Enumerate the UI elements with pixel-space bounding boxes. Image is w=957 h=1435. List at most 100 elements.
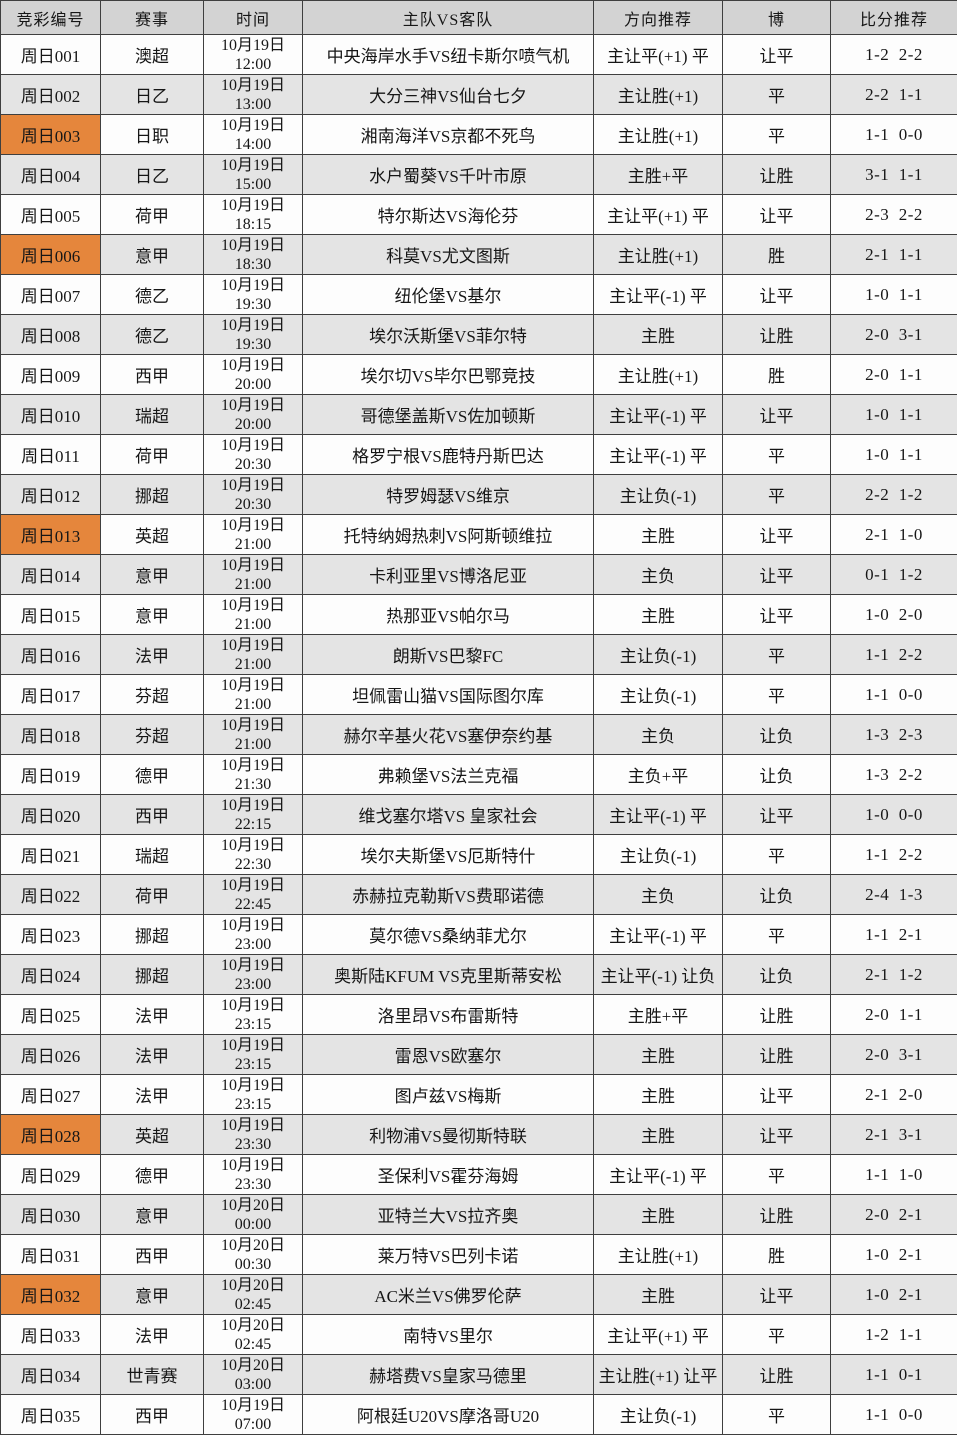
match-id-cell: 周日019 (0, 754, 101, 795)
match-date: 10月19日 (220, 636, 285, 654)
direction-recommendation-cell: 主让负(-1) (593, 1394, 723, 1435)
match-date: 10月19日 (220, 596, 285, 614)
match-date: 10月20日 (220, 1316, 285, 1334)
time-cell: 10月19日 23:00 (203, 954, 303, 995)
match-time: 21:30 (234, 775, 272, 793)
score-recommendation-cell: 1-1 1-0 (830, 1154, 957, 1195)
match-time: 21:00 (234, 575, 272, 593)
match-id-cell: 周日011 (0, 434, 101, 475)
bet-cell: 让负 (722, 754, 831, 795)
time-cell: 10月19日 20:00 (203, 394, 303, 435)
bet-cell: 让平 (722, 794, 831, 835)
teams-cell: 埃尔沃斯堡VS菲尔特 (302, 314, 594, 355)
match-date: 10月19日 (220, 556, 285, 574)
teams-cell: 热那亚VS帕尔马 (302, 594, 594, 635)
teams-cell: 利物浦VS曼彻斯特联 (302, 1114, 594, 1155)
match-time: 21:00 (234, 735, 272, 753)
bet-cell: 让平 (722, 1114, 831, 1155)
time-cell: 10月19日 23:15 (203, 994, 303, 1035)
table-row: 周日029 德甲 10月19日 23:30 圣保利VS霍芬海姆 主让平(-1) 平平 1-1… (0, 1154, 957, 1195)
time-cell: 10月19日 20:30 (203, 434, 303, 475)
teams-cell: 圣保利VS霍芬海姆 (302, 1154, 594, 1195)
match-id-cell: 周日035 (0, 1394, 101, 1435)
table-row: 周日002 日乙 10月19日 13:00 大分三神VS仙台七夕 主让胜(+1) 平 2-2 … (0, 74, 957, 115)
teams-cell: 大分三神VS仙台七夕 (302, 74, 594, 115)
match-id-cell: 周日033 (0, 1314, 101, 1355)
score-recommendation-cell: 1-0 2-0 (830, 594, 957, 635)
score-recommendation-cell: 1-1 2-1 (830, 914, 957, 955)
match-id-cell: 周日008 (0, 314, 101, 355)
match-date: 10月19日 (220, 756, 285, 774)
direction-recommendation-cell: 主让平(-1) 让负 (593, 954, 723, 995)
match-time: 18:15 (234, 215, 272, 233)
match-id-cell: 周日007 (0, 274, 101, 315)
league-cell: 意甲 (100, 554, 204, 595)
table-row: 周日010 瑞超 10月19日 20:00 哥德堡盖斯VS佐加顿斯 主让平(-1) 平让平… (0, 394, 957, 435)
match-date: 10月19日 (220, 1156, 285, 1174)
time-cell: 10月19日 18:30 (203, 234, 303, 275)
teams-cell: 托特纳姆热刺VS阿斯顿维拉 (302, 514, 594, 555)
direction-recommendation-cell: 主胜 (593, 594, 723, 635)
match-id-cell: 周日031 (0, 1234, 101, 1275)
direction-recommendation-cell: 主让负(-1) (593, 634, 723, 675)
column-header-league: 赛事 (100, 0, 204, 35)
direction-recommendation-cell: 主让胜(+1) 让平 (593, 1354, 723, 1395)
match-id-cell: 周日003 (0, 114, 101, 155)
match-id-cell: 周日016 (0, 634, 101, 675)
match-time: 13:00 (234, 95, 272, 113)
table-row: 周日018 芬超 10月19日 21:00 赫尔辛基火花VS塞伊奈约基 主负 让负 1-3 2… (0, 714, 957, 755)
match-id-cell: 周日017 (0, 674, 101, 715)
score-recommendation-cell: 2-1 3-1 (830, 1114, 957, 1155)
match-id-cell: 周日012 (0, 474, 101, 515)
bet-cell: 胜 (722, 354, 831, 395)
match-time: 22:45 (234, 895, 272, 913)
league-cell: 意甲 (100, 1194, 204, 1235)
score-recommendation-cell: 1-1 0-0 (830, 114, 957, 155)
match-date: 10月19日 (220, 876, 285, 894)
league-cell: 法甲 (100, 1074, 204, 1115)
match-time: 23:00 (234, 935, 272, 953)
time-cell: 10月19日 21:30 (203, 754, 303, 795)
column-header-direction: 方向推荐 (593, 0, 723, 35)
direction-recommendation-cell: 主胜 (593, 1274, 723, 1315)
score-recommendation-cell: 1-0 1-1 (830, 434, 957, 475)
time-cell: 10月19日 15:00 (203, 154, 303, 195)
score-recommendation-cell: 1-1 2-2 (830, 634, 957, 675)
time-cell: 10月20日 00:00 (203, 1194, 303, 1235)
match-time: 20:00 (234, 375, 272, 393)
direction-recommendation-cell: 主让胜(+1) (593, 114, 723, 155)
time-cell: 10月19日 19:30 (203, 274, 303, 315)
score-recommendation-cell: 1-3 2-3 (830, 714, 957, 755)
match-date: 10月19日 (220, 276, 285, 294)
teams-cell: 特罗姆瑟VS维京 (302, 474, 594, 515)
table-row: 周日008 德乙 10月19日 19:30 埃尔沃斯堡VS菲尔特 主胜 让胜 2-0 3-1 (0, 314, 957, 355)
time-cell: 10月19日 22:45 (203, 874, 303, 915)
time-cell: 10月19日 20:00 (203, 354, 303, 395)
match-date: 10月19日 (220, 836, 285, 854)
table-row: 周日020 西甲 10月19日 22:15 维戈塞尔塔VS 皇家社会 主让平(-1) 平让… (0, 794, 957, 835)
score-recommendation-cell: 2-3 2-2 (830, 194, 957, 235)
match-date: 10月19日 (220, 676, 285, 694)
match-date: 10月19日 (220, 36, 285, 54)
bet-cell: 平 (722, 834, 831, 875)
time-cell: 10月19日 20:30 (203, 474, 303, 515)
match-time: 20:30 (234, 455, 272, 473)
match-time: 23:30 (234, 1135, 272, 1153)
score-recommendation-cell: 2-0 3-1 (830, 314, 957, 355)
teams-cell: 纽伦堡VS基尔 (302, 274, 594, 315)
time-cell: 10月19日 21:00 (203, 674, 303, 715)
league-cell: 挪超 (100, 474, 204, 515)
table-row: 周日035 西甲 10月19日 07:00 阿根廷U20VS摩洛哥U20 主让负(-1) 平… (0, 1394, 957, 1435)
match-date: 10月19日 (220, 356, 285, 374)
column-header-teams: 主队VS客队 (302, 0, 594, 35)
score-recommendation-cell: 1-0 1-1 (830, 274, 957, 315)
score-recommendation-cell: 2-1 1-2 (830, 954, 957, 995)
match-date: 10月19日 (220, 396, 285, 414)
match-time: 15:00 (234, 175, 272, 193)
bet-cell: 平 (722, 474, 831, 515)
match-date: 10月19日 (220, 1076, 285, 1094)
match-time: 00:30 (234, 1255, 272, 1273)
time-cell: 10月20日 02:45 (203, 1314, 303, 1355)
league-cell: 意甲 (100, 234, 204, 275)
bet-cell: 平 (722, 114, 831, 155)
